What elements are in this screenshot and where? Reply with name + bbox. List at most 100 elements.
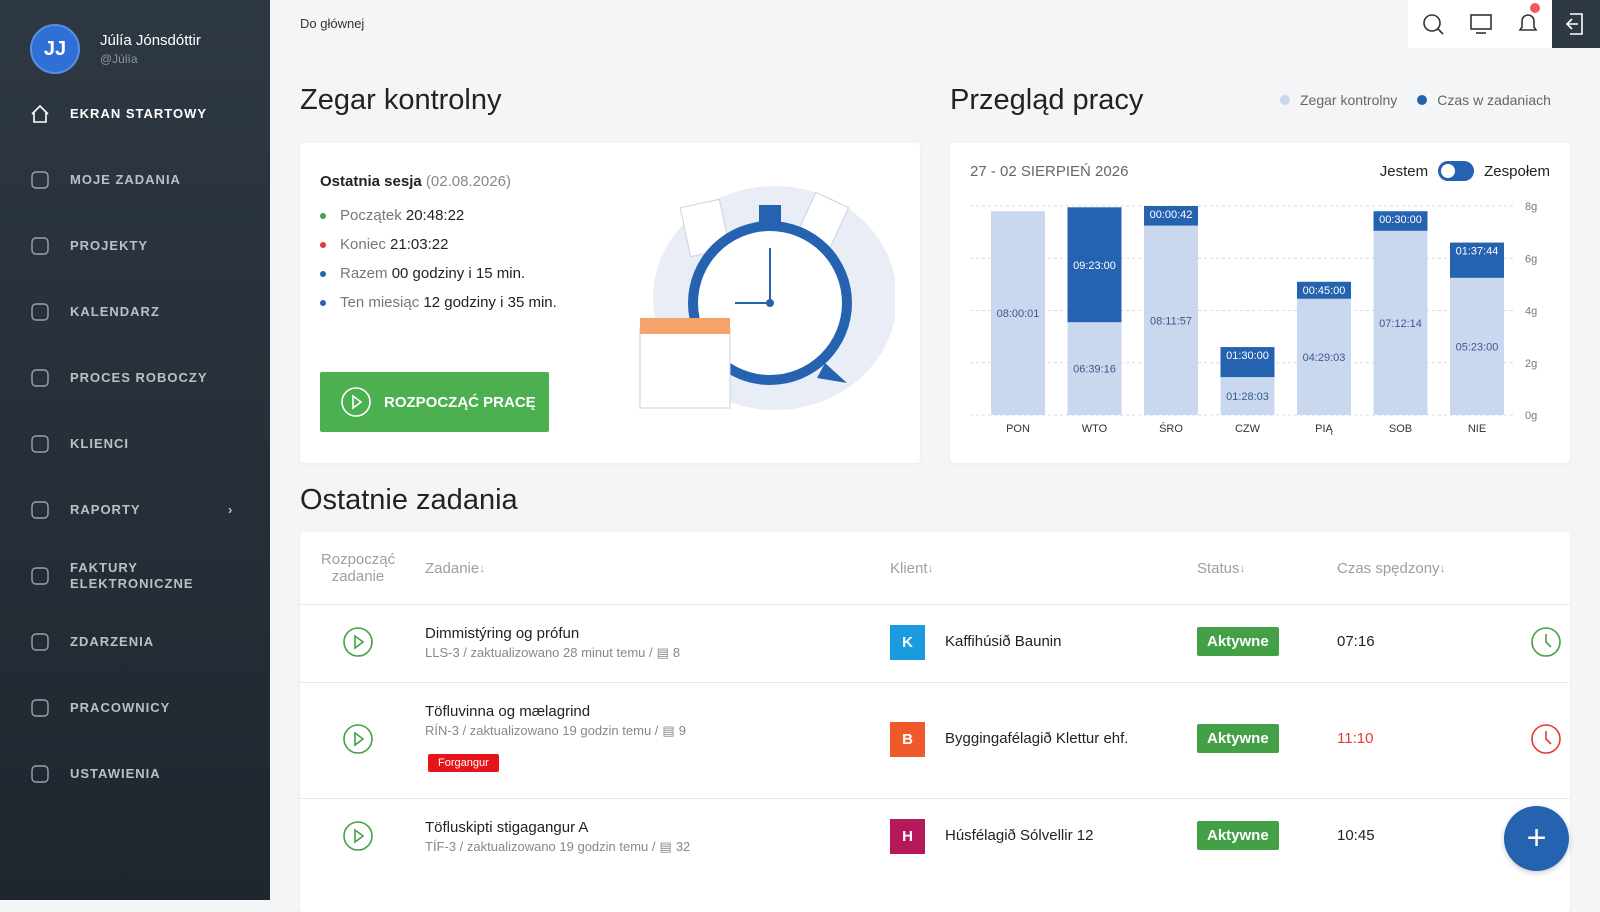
task-row: Töfluvinna og mælagrind RÍN-3 / zaktualiz…	[300, 682, 1570, 798]
tasks-table: Rozpocząć zadanie Zadanie Klient Status Czas…	[300, 532, 1570, 912]
nav-item[interactable]: ZDARZENIA	[0, 622, 270, 662]
item-value: 12 godziny i 35 min.	[423, 294, 557, 311]
item-label: Początek	[340, 207, 402, 224]
user-handle: @Júlía	[100, 52, 138, 66]
nav-item[interactable]: EKRAN STARTOWY	[0, 94, 270, 134]
status-badge: Aktywne	[1197, 821, 1279, 850]
y-tick-label: 8g	[1525, 201, 1537, 213]
y-tick-label: 4g	[1525, 306, 1537, 318]
dot	[320, 213, 326, 220]
nav-label: PRACOWNICY	[70, 700, 171, 715]
column-header[interactable]: Rozpocząć zadanie	[320, 551, 396, 585]
legend-dot	[1280, 95, 1290, 105]
column-header[interactable]: Klient	[890, 532, 934, 604]
toolbar-icons	[1423, 3, 1540, 35]
x-tick-label: SOB	[1389, 423, 1412, 435]
nav-label: USTAWIENIA	[70, 766, 161, 781]
column-header[interactable]: Czas spędzony	[1337, 532, 1446, 604]
nav-label: MOJE ZADANIA	[70, 172, 181, 187]
task-name: Töfluskipti stigagangur A	[425, 819, 589, 836]
nav-item[interactable]: FAKTURY ELEKTRONICZNE	[0, 556, 270, 596]
bar-segment	[1220, 347, 1275, 378]
session-item: Ten miesiąc 12 godziny i 35 min.	[320, 294, 557, 311]
x-tick-label: NIE	[1468, 423, 1486, 435]
bar-label: 08:00:01	[997, 308, 1040, 320]
bar-segment	[1067, 322, 1122, 415]
nav-label: FAKTURY ELEKTRONICZNE	[70, 560, 194, 591]
session-item: Początek 20:48:22	[320, 207, 464, 224]
nav-item[interactable]: PROJEKTY	[0, 226, 270, 266]
x-tick-label: PIĄ	[1315, 423, 1333, 435]
task-name: Dimmistýring og prófun	[425, 625, 580, 642]
legend-label: Czas w zadaniach	[1437, 92, 1551, 108]
meta-text: TÍF-3 / zaktualizowano 19 godzin temu /	[425, 839, 656, 854]
time-spent: 07:16	[1337, 633, 1375, 650]
item-label: Razem	[340, 265, 388, 282]
bar-label: 04:29:03	[1303, 352, 1346, 364]
nav-item[interactable]: RAPORTY ›	[0, 490, 270, 530]
nav-item[interactable]: PROCES ROBOCZY	[0, 358, 270, 398]
toggle-right: Zespołem	[1484, 162, 1550, 180]
session-item: Koniec 21:03:22	[320, 236, 448, 253]
comment-icon: ▤	[656, 645, 669, 660]
play-button[interactable]	[342, 723, 374, 755]
column-header[interactable]: Status	[1197, 532, 1246, 604]
nav-item[interactable]: KALENDARZ	[0, 292, 270, 332]
chart: 0g 2g 4g 6g 8g 08:00:01 PON 06:39:16 09:23:00 WTO…	[970, 201, 1537, 435]
bar-label: 00:30:00	[1379, 214, 1422, 226]
nav-label: ZDARZENIA	[70, 634, 155, 649]
nav-label: KALENDARZ	[70, 304, 160, 319]
task-meta: RÍN-3 / zaktualizowano 19 godzin temu / ▤…	[425, 723, 686, 739]
add-button[interactable]: +	[1504, 806, 1569, 871]
x-tick-label: PON	[1006, 423, 1030, 435]
bar-label: 01:37:44	[1456, 246, 1499, 258]
nav-label: PROJEKTY	[70, 238, 149, 253]
nav-item[interactable]: MOJE ZADANIA	[0, 160, 270, 200]
play-button[interactable]	[342, 820, 374, 852]
dot	[320, 242, 326, 249]
x-tick-label: CZW	[1235, 423, 1261, 435]
avatar[interactable]: JJ	[30, 24, 80, 74]
status-badge: Aktywne	[1197, 627, 1279, 656]
client-name: Byggingafélagið Klettur ehf.	[945, 730, 1129, 747]
session-heading: Ostatnia sesja (02.08.2026)	[320, 173, 511, 190]
chart-title: Przegląd pracy	[950, 84, 1144, 116]
play-button[interactable]	[342, 626, 374, 658]
toolbar	[1408, 0, 1552, 48]
column-header[interactable]: Zadanie	[425, 532, 485, 604]
chart-subtitle: 27 - 02 SIERPIEŃ 2026	[970, 163, 1129, 180]
client-initial: H	[890, 819, 925, 854]
start-button[interactable]: ROZPOCZĄĆ PRACĘ	[320, 372, 549, 432]
time-icon[interactable]	[1530, 723, 1562, 755]
item-value: 20:48:22	[405, 207, 465, 224]
meta-text: LLS-3 / zaktualizowano 28 minut temu /	[425, 645, 653, 660]
nav-label: RAPORTY	[70, 502, 141, 517]
comment-count: 32	[675, 839, 691, 854]
toggle-left: Jestem	[1379, 162, 1429, 180]
nav-item[interactable]: KLIENCI	[0, 424, 270, 464]
breadcrumb[interactable]: Do głównej	[300, 16, 365, 31]
time-spent: 11:10	[1337, 730, 1374, 747]
comment-icon: ▤	[659, 839, 672, 854]
session-date: (02.08.2026)	[425, 173, 511, 190]
nav-label: EKRAN STARTOWY	[70, 106, 208, 121]
bar-label: 01:30:00	[1226, 350, 1269, 362]
client-initial: B	[890, 722, 925, 757]
nav-item[interactable]: PRACOWNICY	[0, 688, 270, 728]
nav-label: PROCES ROBOCZY	[70, 370, 208, 385]
time-icon[interactable]	[1530, 626, 1562, 658]
meta-text: RÍN-3 / zaktualizowano 19 godzin temu /	[425, 723, 659, 738]
bar-label: 00:45:00	[1303, 285, 1346, 297]
user-name: Júlía Jónsdóttir	[100, 32, 201, 49]
nav-item[interactable]: USTAWIENIA	[0, 754, 270, 794]
client-initial: K	[890, 625, 925, 660]
toggle[interactable]: Jestem Zespołem	[1380, 161, 1550, 181]
client-name: Húsfélagið Sólvellir 12	[945, 827, 1094, 844]
task-name: Töfluvinna og mælagrind	[425, 703, 591, 720]
bar-segment	[1067, 207, 1122, 323]
logout[interactable]	[1552, 0, 1600, 48]
bar-segment	[1297, 281, 1351, 299]
task-row: Dimmistýring og prófun LLS-3 / zaktualizo…	[300, 604, 1570, 682]
x-tick-label: WTO	[1082, 423, 1108, 435]
dot	[320, 300, 326, 307]
